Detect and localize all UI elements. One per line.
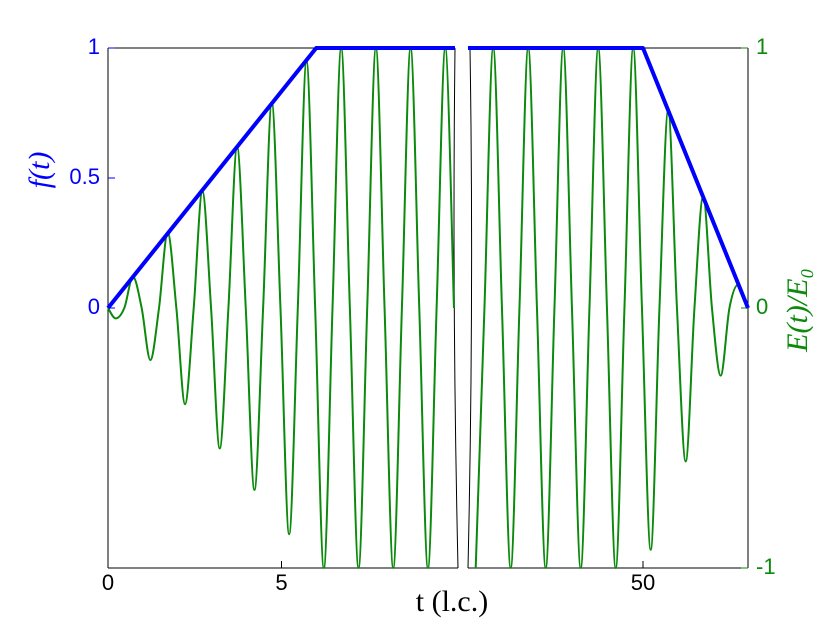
y-tick-label: 1 [88, 34, 100, 59]
x-axis-label: t (l.c.) [416, 585, 488, 618]
y2-tick-label: 0 [756, 294, 768, 319]
y-tick-label: 0 [88, 294, 100, 319]
y2-axis-label: E(t)/E₀ [781, 268, 814, 353]
series-line [107, 47, 455, 569]
series-line [474, 47, 748, 569]
x-tick-label: 5 [275, 570, 287, 595]
y-axis-label: f(t) [23, 152, 56, 189]
y2-tick-label: -1 [756, 554, 776, 579]
series-line [468, 46, 750, 309]
y2-tick-label: 1 [756, 34, 768, 59]
series-line [106, 46, 455, 310]
y-tick-label: 0.5 [69, 164, 100, 189]
axis-break [453, 47, 473, 569]
x-tick-label: 50 [631, 570, 655, 595]
axes-frame [107, 47, 749, 569]
x-tick-label: 0 [102, 570, 114, 595]
